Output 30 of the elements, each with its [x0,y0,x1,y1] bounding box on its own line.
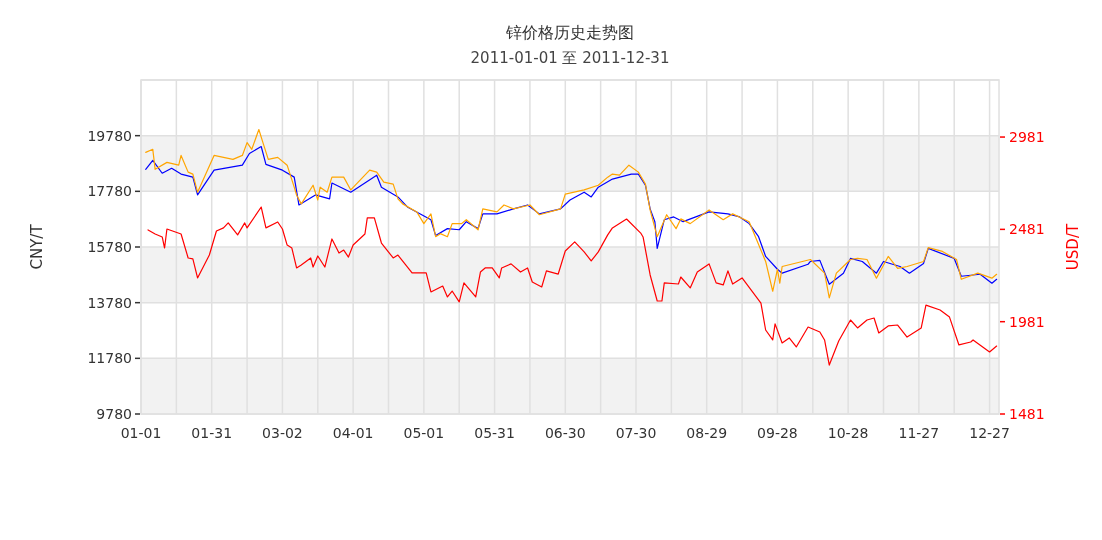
y-tick-label: 13780 [87,294,132,311]
chart-title: 锌价格历史走势图 [505,23,634,42]
x-tick-label: 09-28 [757,425,798,441]
y-tick-label: 11780 [87,350,132,367]
y-axis-title: CNY/T [28,223,46,270]
x-tick-label: 05-01 [403,425,445,441]
y2-tick-label: 1981 [1009,313,1045,330]
line-series [145,145,998,285]
x-tick-label: 03-02 [262,425,303,441]
x-tick-label: 05-31 [474,425,515,441]
line-series [147,206,998,366]
y2-tick-label: 2481 [1009,221,1045,238]
x-tick-label: 01-01 [120,425,162,441]
x-tick-label: 11-27 [898,425,940,441]
y-tick-label: 15780 [87,238,132,255]
y2-tick-label: 2981 [1009,128,1045,145]
x-tick-label: 08-29 [686,425,728,441]
x-tick-label: 01-31 [191,425,233,441]
y2-axis-title: USD/T [1064,223,1082,271]
x-tick-label: 07-30 [615,425,657,441]
y-tick-label: 19780 [87,127,132,144]
line-series [145,128,998,299]
y-tick-label: 17780 [87,183,132,200]
chart-subtitle: 2011-01-01 至 2011-12-31 [470,49,670,67]
y-tick-label: 9780 [96,405,132,422]
x-tick-label: 12-27 [969,425,1010,441]
x-tick-label: 06-30 [544,425,586,441]
x-tick-label: 10-28 [827,425,869,441]
x-tick-label: 04-01 [332,425,374,441]
y2-tick-label: 1481 [1009,405,1045,422]
